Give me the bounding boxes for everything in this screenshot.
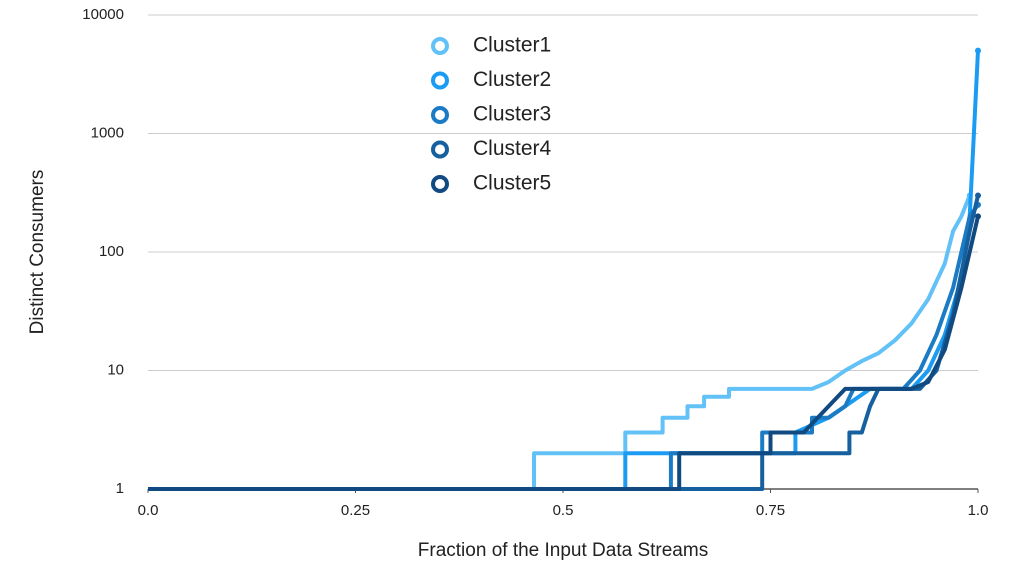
end-point: [975, 213, 981, 220]
legend-label: Cluster3: [473, 103, 551, 126]
y-tick-label: 10000: [82, 6, 124, 23]
x-tick-label: 0.5: [553, 502, 574, 519]
end-point: [975, 47, 981, 54]
y-tick-label: 1: [116, 480, 124, 497]
y-tick-label: 1000: [91, 124, 124, 141]
x-tick-label: 0.25: [341, 502, 370, 519]
legend: Cluster1 Cluster2 Cluster3 Cluster4 Cluster5: [431, 34, 552, 195]
legend-label: Cluster2: [473, 68, 551, 91]
y-tick-label: 10: [107, 361, 124, 378]
legend-label: Cluster1: [473, 34, 551, 57]
series-line: [148, 215, 980, 491]
legend-marker: [431, 106, 449, 124]
x-tick-label: 0.75: [756, 502, 785, 519]
x-tick-label: 1.0: [968, 502, 989, 519]
series-line: [148, 50, 980, 491]
legend-marker: [431, 140, 449, 159]
series-line: [148, 194, 972, 491]
series-line: [148, 195, 980, 491]
series-line: [148, 203, 980, 491]
legend-marker: [431, 37, 449, 55]
legend-marker: [431, 175, 449, 193]
legend-label: Cluster5: [473, 172, 551, 195]
legend-label: Cluster4: [473, 137, 552, 160]
y-tick-label: 100: [99, 243, 124, 260]
y-axis-title: Distinct Consumers: [27, 170, 48, 335]
legend-marker: [431, 71, 449, 90]
x-axis-title: Fraction of the Input Data Streams: [418, 540, 708, 561]
x-tick-label: 0.0: [138, 502, 159, 519]
end-point: [975, 192, 981, 199]
